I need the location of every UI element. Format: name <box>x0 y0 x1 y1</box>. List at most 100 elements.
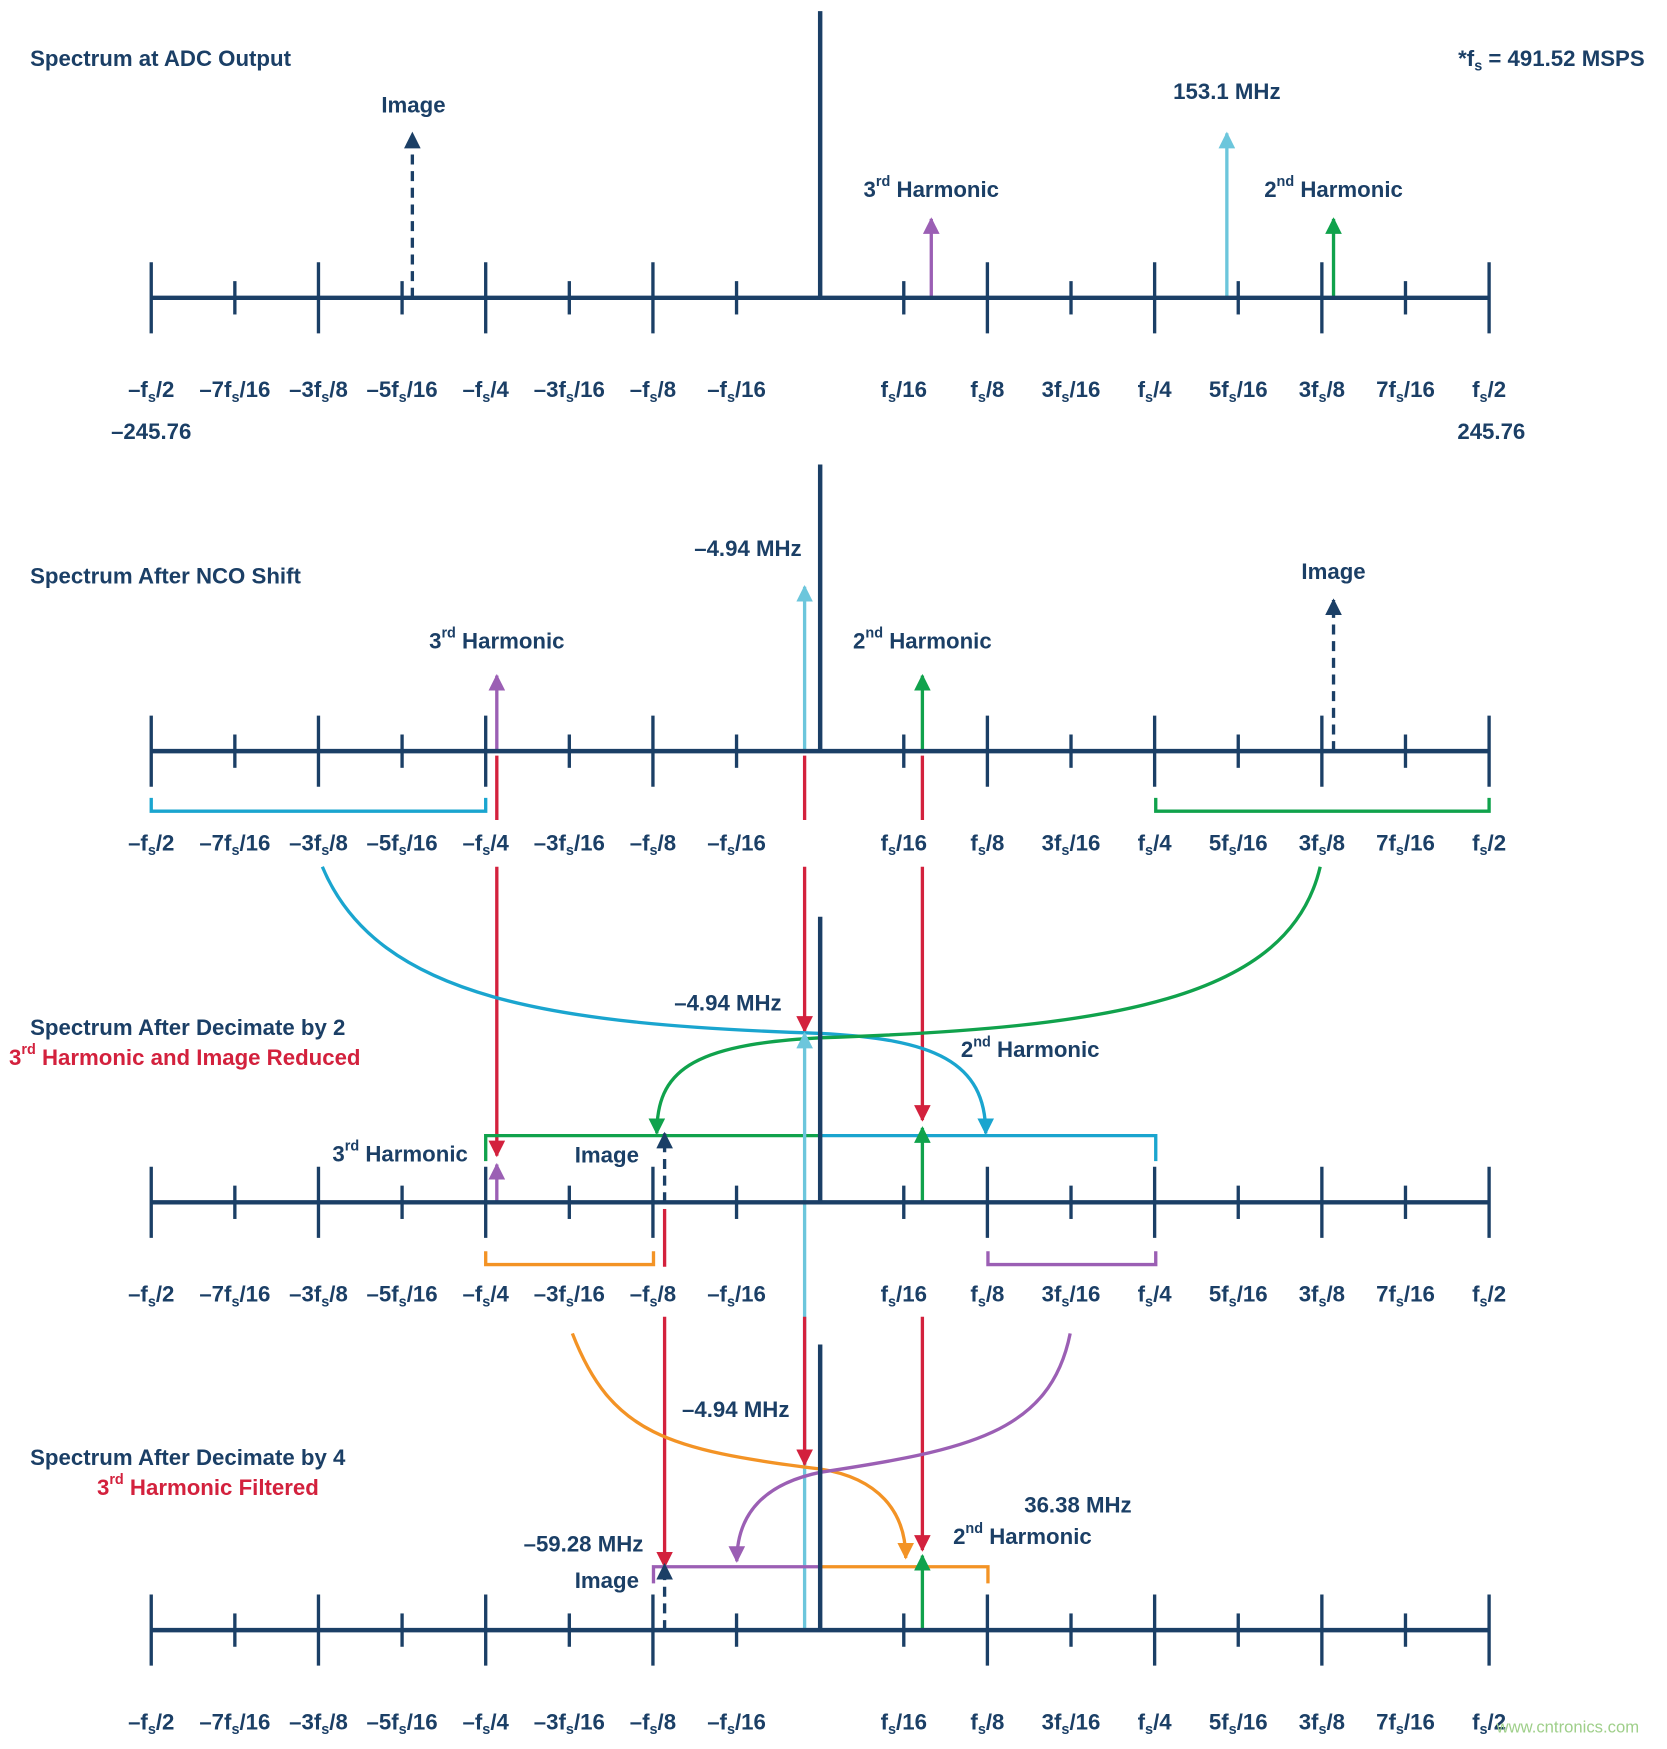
label-part: /8 <box>986 830 1005 855</box>
tick-label: –fs/16 <box>707 830 766 859</box>
label-part: f <box>1472 377 1480 402</box>
label-part: /2 <box>156 1709 175 1734</box>
tick-label: fs/2 <box>1472 1282 1506 1311</box>
tick-label: –fs/16 <box>707 377 766 406</box>
label-part: rd <box>109 1472 123 1488</box>
label-part: s <box>1061 1294 1069 1310</box>
annotation: 245.76 <box>1457 419 1525 444</box>
tick-label: –7fs/16 <box>199 1709 270 1738</box>
label-part: /8 <box>658 1709 677 1734</box>
label-part: s <box>1229 1722 1237 1738</box>
label-part: Harmonic <box>983 1524 1092 1549</box>
label-part: /8 <box>329 377 348 402</box>
label-part: Harmonic <box>991 1037 1100 1062</box>
label-part: /16 <box>239 830 270 855</box>
label-part: –f <box>630 830 650 855</box>
label-part: s <box>1318 1722 1326 1738</box>
label-part: *f <box>1458 46 1475 71</box>
label-part: /4 <box>490 377 509 402</box>
tick-label: fs/8 <box>970 377 1004 406</box>
tick-label: 5fs/16 <box>1209 830 1268 859</box>
label-part: /16 <box>1069 1709 1100 1734</box>
tick-label: –3fs/16 <box>534 1709 605 1738</box>
tick-label: 7fs/16 <box>1376 830 1435 859</box>
label-part: /16 <box>1237 1282 1268 1307</box>
label-part: 2 <box>1264 177 1276 202</box>
tick-label: –fs/2 <box>128 830 174 859</box>
label-part: –f <box>128 1709 148 1734</box>
label-part: s <box>482 390 490 406</box>
label-part: /16 <box>239 1282 270 1307</box>
label-part: f <box>881 377 889 402</box>
label-part: –7f <box>199 1709 232 1734</box>
tick-label: fs/4 <box>1138 830 1173 859</box>
label-part: rd <box>441 625 455 641</box>
label-part: s <box>727 390 735 406</box>
label-part: /16 <box>1069 830 1100 855</box>
label-part: f <box>1138 1709 1146 1734</box>
label-part: s <box>321 1722 329 1738</box>
annotation: Image <box>575 1143 639 1168</box>
label-part: 3 <box>429 628 441 653</box>
label-part: Harmonic <box>359 1142 468 1167</box>
label-part: 3f <box>1299 1709 1319 1734</box>
tick-label: fs/4 <box>1138 1709 1173 1738</box>
label-part: s <box>1474 58 1482 74</box>
label-part: –3f <box>534 830 567 855</box>
tick-label: –5fs/16 <box>367 830 438 859</box>
label-part: s <box>978 843 986 859</box>
label-part: s <box>1396 843 1404 859</box>
label-part: s <box>1229 1294 1237 1310</box>
annotation: Image <box>575 1568 639 1593</box>
label-part: –3f <box>534 1709 567 1734</box>
tick-label: –fs/4 <box>463 830 510 859</box>
label-part: f <box>881 830 889 855</box>
label-part: s <box>321 1294 329 1310</box>
label-part: 7f <box>1376 1709 1396 1734</box>
label-part: Harmonic <box>1294 177 1403 202</box>
label-part: /2 <box>1488 377 1507 402</box>
label-part: 3f <box>1042 830 1062 855</box>
label-part: –f <box>128 830 148 855</box>
label-part: s <box>231 843 239 859</box>
label-part: –f <box>707 830 727 855</box>
label-part: rd <box>21 1042 35 1058</box>
annotation: –245.76 <box>111 419 191 444</box>
label-part: 2 <box>953 1524 965 1549</box>
label-part: /16 <box>735 830 766 855</box>
label-part: /2 <box>1488 1282 1507 1307</box>
tick-label: –5fs/16 <box>367 377 438 406</box>
tick-label: –fs/8 <box>630 377 676 406</box>
tick-label: fs/2 <box>1472 377 1506 406</box>
tick-label: 3fs/8 <box>1299 377 1345 406</box>
tick-label: –fs/2 <box>128 1282 174 1311</box>
label-part: 3f <box>1042 1282 1062 1307</box>
tick-label: –fs/16 <box>707 1282 766 1311</box>
label-part: 3f <box>1299 830 1319 855</box>
annotation: 2nd Harmonic <box>961 1034 1100 1062</box>
tick-label: –fs/8 <box>630 1282 676 1311</box>
panel-title: 3rd Harmonic Filtered <box>97 1472 319 1500</box>
label-part: Harmonic <box>456 628 565 653</box>
label-part: –f <box>463 1709 483 1734</box>
label-part: 3 <box>9 1045 21 1070</box>
label-part: /16 <box>574 1282 605 1307</box>
label-part: s <box>1396 1722 1404 1738</box>
label-part: /16 <box>1404 830 1435 855</box>
label-part: s <box>482 1722 490 1738</box>
tick-label: 7fs/16 <box>1376 1709 1435 1738</box>
label-part: s <box>1061 1722 1069 1738</box>
label-part: 7f <box>1376 1282 1396 1307</box>
label-part: /16 <box>407 1282 438 1307</box>
tick-label: 3fs/16 <box>1042 1282 1101 1311</box>
label-part: –f <box>463 377 483 402</box>
label-part: s <box>1061 843 1069 859</box>
panel-title: Spectrum After Decimate by 4 <box>30 1445 346 1470</box>
label-part: /8 <box>1326 830 1345 855</box>
label-part: s <box>1061 390 1069 406</box>
tick-label: 3fs/16 <box>1042 1709 1101 1738</box>
label-part: /8 <box>986 1282 1005 1307</box>
axes <box>149 11 1491 1666</box>
connectors <box>149 131 1491 1631</box>
